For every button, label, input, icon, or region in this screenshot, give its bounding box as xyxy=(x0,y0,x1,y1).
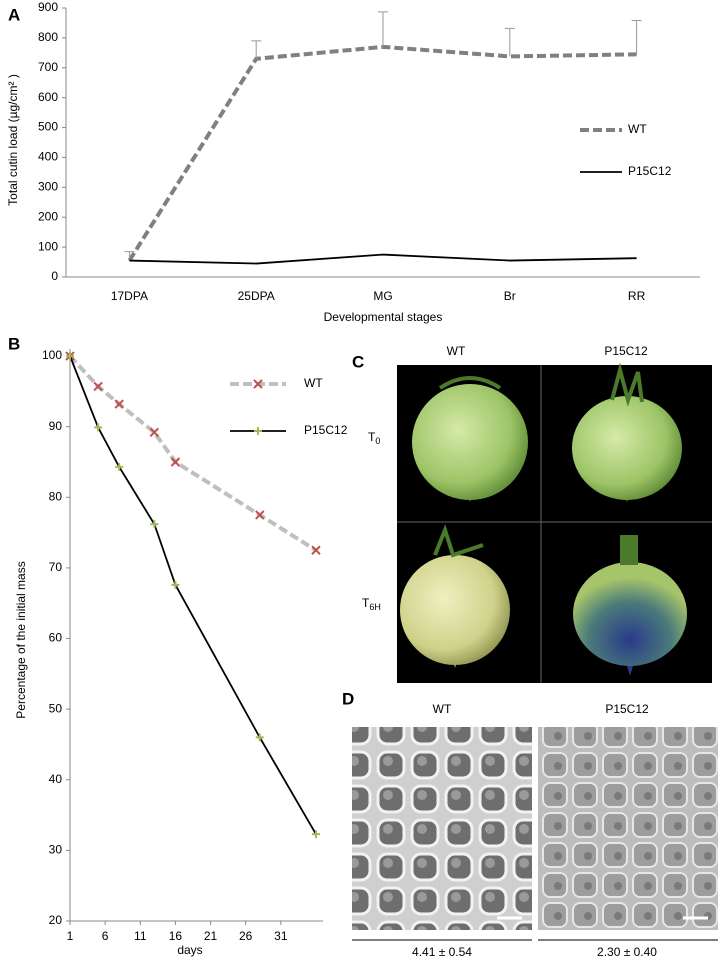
panel-label: B xyxy=(8,334,20,353)
measurement: 4.41 ± 0.54 xyxy=(412,945,472,959)
x-tick-label: 16 xyxy=(169,929,183,943)
panel-d: D WT P15C12 4.41 ± 0.54 2.30 ± 0.40 xyxy=(342,689,718,959)
series-line xyxy=(129,253,637,265)
measurement: 2.30 ± 0.40 xyxy=(597,945,657,959)
series-line xyxy=(69,355,317,835)
marker xyxy=(114,399,124,409)
x-tick-label: MG xyxy=(373,289,392,303)
fruit-photo xyxy=(400,524,510,668)
y-tick-label: 40 xyxy=(49,772,63,786)
y-axis-label: Total cutin load (µg/cm² ) xyxy=(6,74,20,206)
row-label: T6H xyxy=(362,596,381,612)
panel-label: A xyxy=(8,5,20,24)
panel-label: C xyxy=(352,352,364,371)
x-tick-label: 26 xyxy=(239,929,253,943)
y-tick-label: 800 xyxy=(38,30,58,44)
marker xyxy=(255,733,264,742)
x-tick-label: 11 xyxy=(134,929,147,943)
y-tick-label: 0 xyxy=(51,269,58,283)
column-label: WT xyxy=(447,344,466,358)
series-line xyxy=(68,354,318,552)
x-tick-label: 21 xyxy=(204,929,218,943)
panel-c: C WT P15C12 T0 T6H xyxy=(352,344,712,683)
y-tick-label: 400 xyxy=(38,150,58,164)
x-tick-label: RR xyxy=(628,289,646,303)
marker xyxy=(150,520,159,529)
y-tick-label: 300 xyxy=(38,180,58,194)
panel-label: D xyxy=(342,689,354,708)
x-tick-label: 25DPA xyxy=(238,289,275,303)
marker xyxy=(171,580,180,589)
micrograph xyxy=(538,727,718,930)
y-tick-label: 700 xyxy=(38,60,58,74)
y-tick-label: 500 xyxy=(38,120,58,134)
legend-marker xyxy=(253,379,263,389)
y-tick-label: 70 xyxy=(49,560,63,574)
y-tick-label: 30 xyxy=(49,843,63,857)
marker xyxy=(115,462,124,471)
y-tick-label: 600 xyxy=(38,90,58,104)
marker xyxy=(93,381,103,392)
x-axis-label: Developmental stages xyxy=(324,310,443,324)
y-tick-label: 60 xyxy=(49,631,63,645)
legend-label: P15C12 xyxy=(304,423,348,437)
x-tick-label: Br xyxy=(504,289,516,303)
series-line xyxy=(127,44,637,262)
legend-marker xyxy=(254,427,262,435)
marker xyxy=(66,352,74,361)
error-bar xyxy=(631,20,642,55)
y-tick-label: 900 xyxy=(38,0,58,14)
fruit-photo xyxy=(412,376,528,502)
x-tick-label: 6 xyxy=(102,929,109,943)
x-tick-label: 1 xyxy=(67,929,74,943)
column-label: WT xyxy=(433,702,452,716)
y-axis-label: Percentage of the initial mass xyxy=(14,561,28,718)
micrograph xyxy=(352,727,532,930)
error-bar xyxy=(124,251,135,261)
x-tick-label: 17DPA xyxy=(111,289,148,303)
x-tick-label: 31 xyxy=(274,929,288,943)
legend-label: WT xyxy=(628,122,647,136)
error-bar xyxy=(251,40,262,59)
y-tick-label: 100 xyxy=(42,348,62,362)
error-bar xyxy=(378,11,388,47)
marker xyxy=(170,457,181,467)
column-label: P15C12 xyxy=(605,702,649,716)
x-axis-label: days xyxy=(177,943,202,957)
marker xyxy=(311,545,321,555)
marker xyxy=(255,510,265,520)
y-tick-label: 50 xyxy=(49,701,63,715)
marker xyxy=(149,427,160,438)
y-tick-label: 20 xyxy=(49,913,63,927)
y-tick-label: 100 xyxy=(38,239,58,253)
y-tick-label: 90 xyxy=(49,419,63,433)
fruit-photo xyxy=(572,362,682,502)
legend-label: P15C12 xyxy=(628,164,672,178)
y-tick-label: 80 xyxy=(49,489,63,503)
marker xyxy=(94,423,103,432)
error-bar xyxy=(504,27,515,57)
y-tick-label: 200 xyxy=(38,209,58,223)
row-label: T0 xyxy=(368,430,380,446)
marker xyxy=(311,830,320,839)
fruit-photo xyxy=(573,535,687,676)
column-label: P15C12 xyxy=(604,344,648,358)
legend-label: WT xyxy=(304,376,323,390)
